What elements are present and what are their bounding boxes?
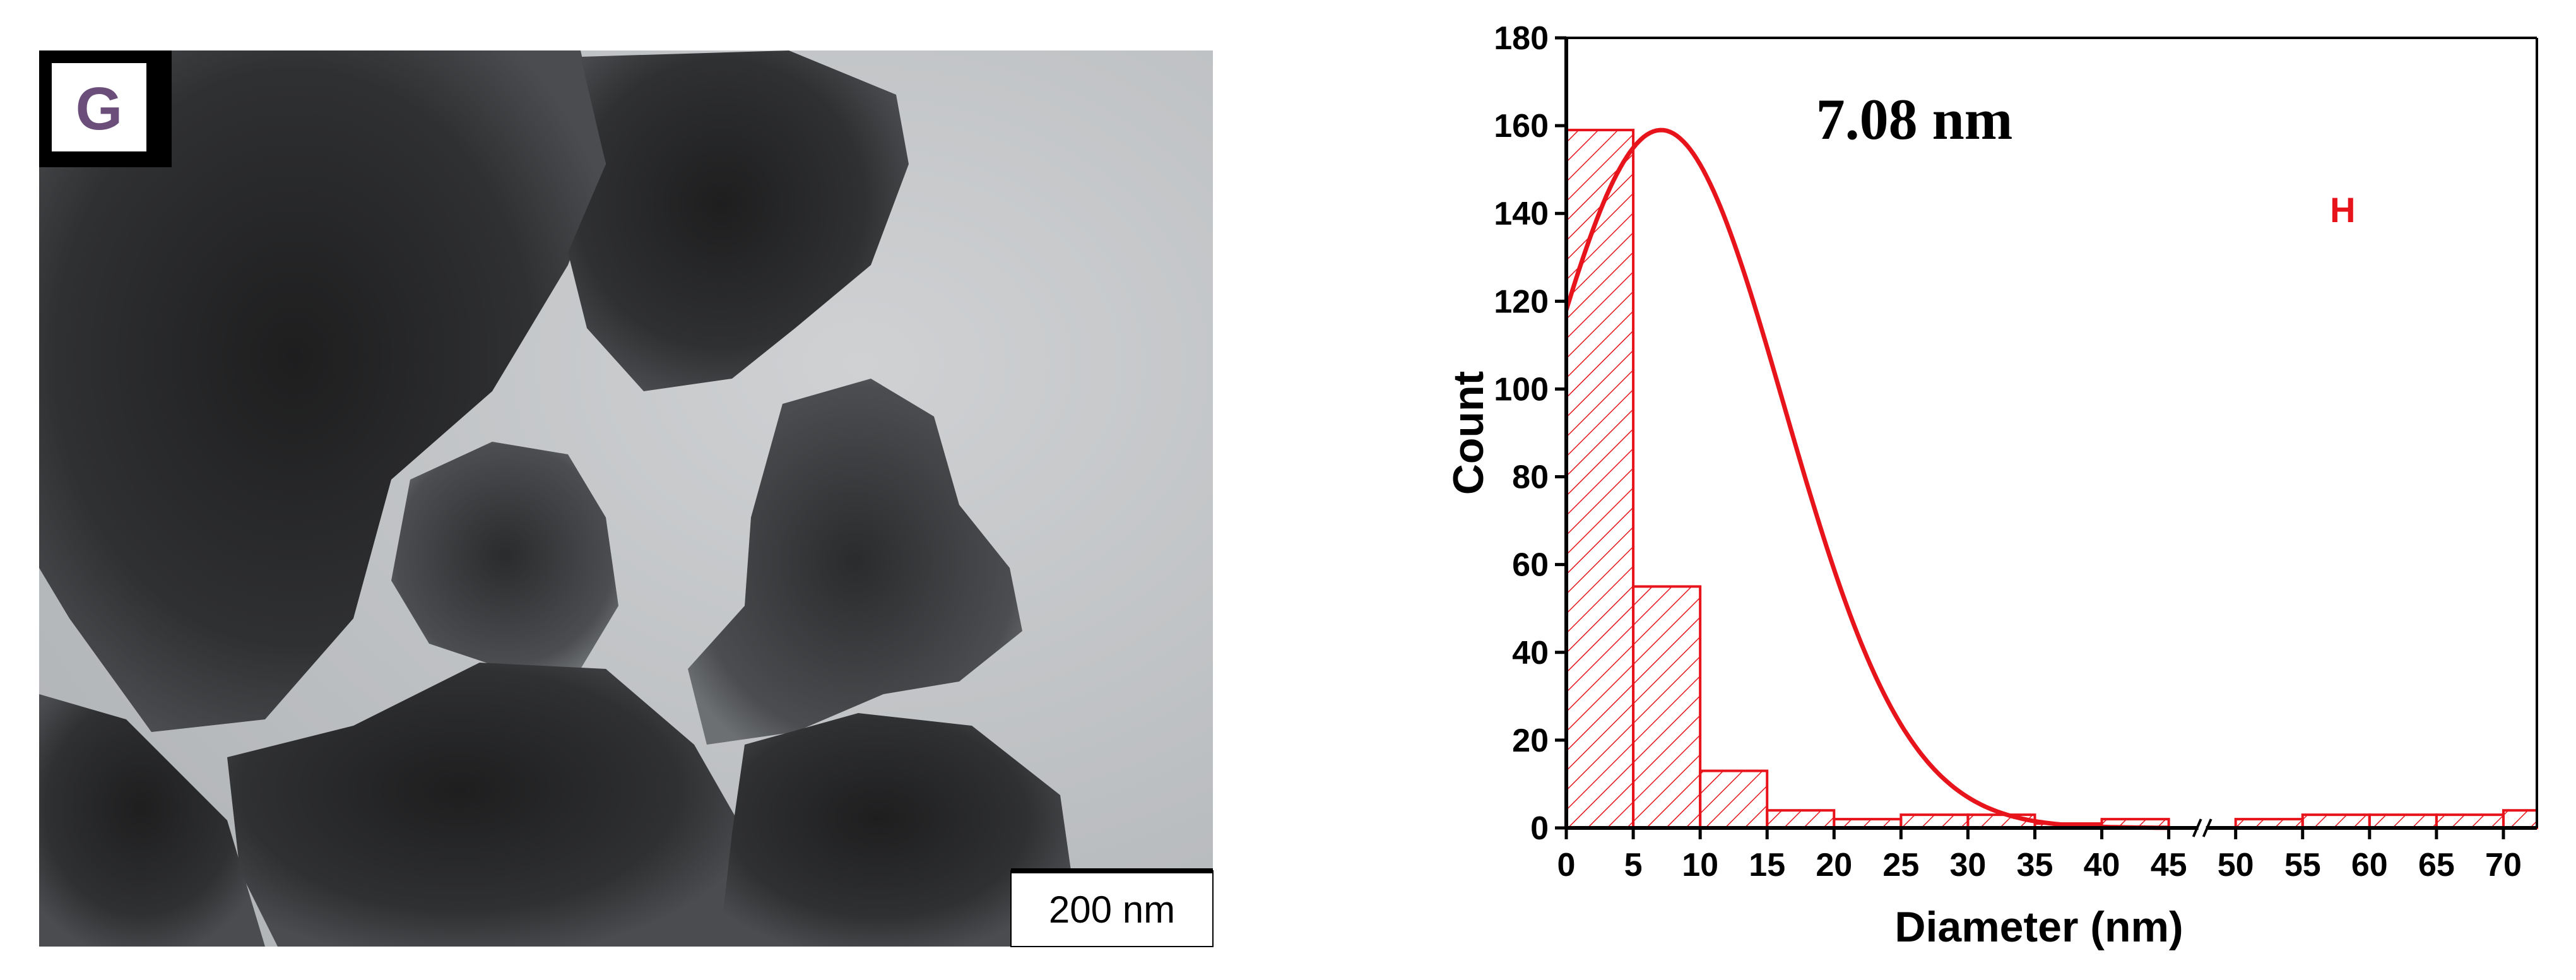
y-tick-label-160: 160 <box>1494 108 1549 145</box>
diameter-histogram: 0 20 40 60 80 100 120 140 160 180 0 5 10 15 20 25 30 35 40… <box>1445 20 2539 951</box>
tem-panel: G 200 nm <box>0 0 1262 980</box>
histogram-bar-70-72.5 <box>2502 809 2539 829</box>
x-tick-label-35: 35 <box>2017 847 2053 883</box>
tem-micrograph: G 200 nm <box>39 50 1214 947</box>
x-tick-label-15: 15 <box>1749 847 1785 883</box>
histogram-bar-15-20 <box>1766 809 1836 829</box>
nanoparticle-6 <box>227 663 745 947</box>
histogram-bar-25-30 <box>1900 813 1970 829</box>
scale-bar-box <box>1010 870 1214 947</box>
x-tick-label-30: 30 <box>1949 847 1986 883</box>
nanoparticle-3 <box>391 442 618 669</box>
axis-ticks: 0 20 40 60 80 100 120 140 160 180 0 5 10 15 20 25 30 35 40… <box>1494 20 2522 883</box>
histogram-bar-10-15 <box>1699 769 1769 829</box>
x-tick-label-5: 5 <box>1624 847 1643 883</box>
panel-h-label: H <box>2330 190 2355 230</box>
histogram-bar-0-5 <box>1565 129 1635 830</box>
mean-diameter-annotation: 7.08 nm <box>1816 87 2013 151</box>
nanoparticle-5 <box>39 694 265 947</box>
y-tick-label-100: 100 <box>1494 371 1549 408</box>
y-tick-label-0: 0 <box>1530 810 1549 847</box>
x-tick-label-50: 50 <box>2218 847 2254 883</box>
x-tick-label-40: 40 <box>2084 847 2120 883</box>
y-tick-label-20: 20 <box>1512 723 1549 759</box>
histogram-bar-55-60 <box>2301 813 2371 829</box>
gaussian-fit-curve <box>1564 127 2169 830</box>
histogram-bar-5-10 <box>1632 585 1702 829</box>
x-tick-label-55: 55 <box>2284 847 2321 883</box>
axis-break-mark-1 <box>2192 818 2202 837</box>
histogram-bar-60-65 <box>2368 813 2438 829</box>
y-tick-label-40: 40 <box>1512 635 1549 671</box>
nanoparticle-2 <box>568 50 909 391</box>
histogram-bars <box>1565 129 2539 830</box>
x-tick-label-10: 10 <box>1682 847 1718 883</box>
x-tick-label-25: 25 <box>1882 847 1919 883</box>
histogram-panel: 0 20 40 60 80 100 120 140 160 180 0 5 10 15 20 25 30 35 40… <box>1414 0 2576 980</box>
y-tick-label-120: 120 <box>1494 283 1549 320</box>
x-axis-title: Diameter (nm) <box>1894 903 2183 951</box>
y-tick-label-80: 80 <box>1512 459 1549 496</box>
y-tick-label-180: 180 <box>1494 20 1549 57</box>
x-tick-label-70: 70 <box>2485 847 2522 883</box>
x-tick-label-0: 0 <box>1557 847 1576 883</box>
x-tick-label-45: 45 <box>2151 847 2187 883</box>
scale-bar-label: 200 nm <box>1049 888 1175 931</box>
nanoparticle-7 <box>719 713 1073 947</box>
x-tick-label-65: 65 <box>2418 847 2455 883</box>
y-axis-title: Count <box>1445 371 1492 495</box>
y-tick-label-140: 140 <box>1494 196 1549 232</box>
x-tick-label-20: 20 <box>1816 847 1852 883</box>
histogram-bar-65-70 <box>2435 813 2505 829</box>
nanoparticle-1 <box>39 50 606 732</box>
nanoparticle-4 <box>688 379 1022 745</box>
panel-g-label-inner <box>52 63 146 151</box>
chart-axes <box>1564 37 2538 837</box>
axis-break-mark-2 <box>2202 818 2213 837</box>
y-tick-label-60: 60 <box>1512 547 1549 584</box>
panel-g-label: G <box>76 75 123 143</box>
x-tick-label-60: 60 <box>2351 847 2388 883</box>
